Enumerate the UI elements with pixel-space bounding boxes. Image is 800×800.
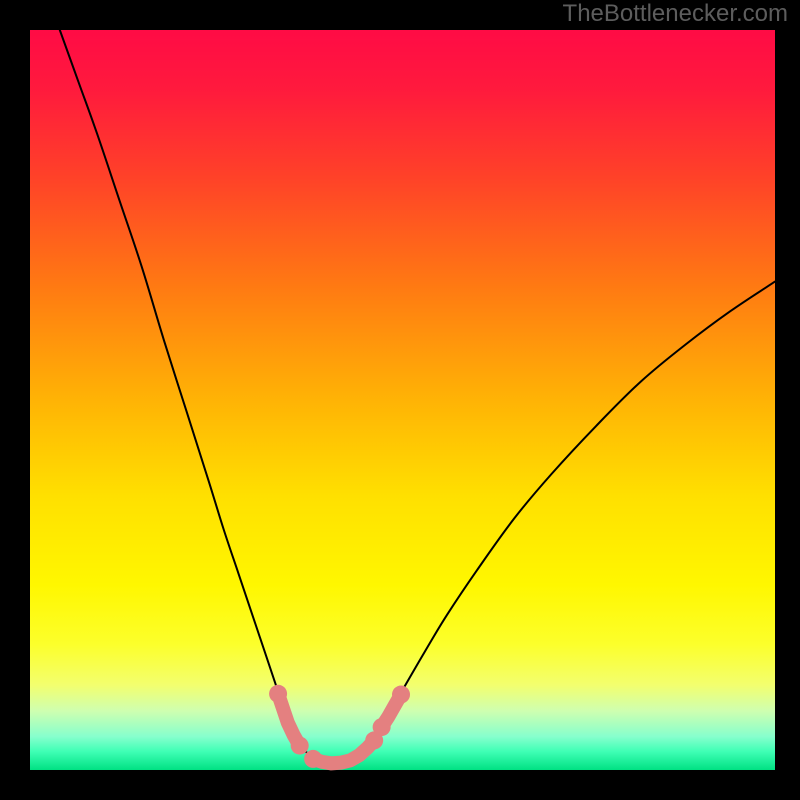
plot-area xyxy=(30,30,775,770)
watermark-text: TheBottlenecker.com xyxy=(563,0,788,29)
chart-frame: TheBottlenecker.com xyxy=(0,0,800,800)
chart-markers xyxy=(30,30,775,770)
